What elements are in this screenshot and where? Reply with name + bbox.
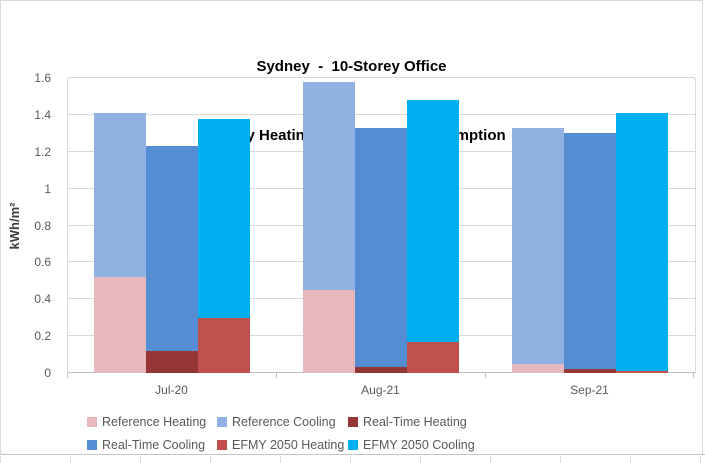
legend-label: EFMY 2050 Heating [232, 437, 345, 452]
plot-area [67, 77, 696, 373]
legend-item-reference-heating: Reference Heating [87, 415, 217, 429]
bar-jul-20-2 [198, 78, 250, 373]
legend-label: EFMY 2050 Cooling [363, 437, 475, 452]
bar-group-aug-21 [277, 78, 486, 373]
legend-label: Reference Cooling [232, 414, 336, 429]
bar-group-jul-20 [68, 78, 277, 373]
x-axis-label-jul-20: Jul-20 [155, 383, 188, 397]
bar-segment-real-time-heating-jul-20 [146, 350, 198, 373]
y-tick-label: 0.8 [34, 218, 51, 233]
y-tick-label: 0 [44, 366, 51, 380]
y-tick-label: 1 [44, 181, 51, 196]
legend-item-real-time-heating: Real-Time Heating [348, 415, 498, 429]
y-tick-label: 1.6 [34, 71, 51, 85]
legend-item-real-time-cooling: Real-Time Cooling [87, 438, 217, 452]
bar-segment-reference-cooling-aug-21 [303, 81, 355, 291]
legend-swatch-icon [217, 416, 227, 427]
legend-item-efmy-2050-heating: EFMY 2050 Heating [217, 438, 348, 452]
legend-label: Real-Time Cooling [102, 437, 206, 452]
bar-segment-real-time-heating-sep-21 [564, 369, 616, 373]
x-axis-tick-mark [485, 373, 486, 378]
legend-item-efmy-2050-cooling: EFMY 2050 Cooling [348, 438, 498, 452]
bar-group-sep-21 [486, 78, 695, 373]
bar-segment-efmy-2050-heating-sep-21 [616, 371, 668, 373]
bar-segment-reference-heating-jul-20 [94, 277, 146, 373]
bar-segment-reference-cooling-sep-21 [512, 127, 564, 364]
bar-jul-20-1 [146, 78, 198, 373]
bar-aug-21-0 [303, 78, 355, 373]
y-tick-label: 1.4 [34, 107, 51, 122]
chart-legend: Reference Heating Reference Cooling Real-T… [87, 410, 498, 456]
y-tick-label: 0.2 [34, 329, 51, 344]
bar-aug-21-1 [355, 78, 407, 373]
bar-aug-21-2 [407, 78, 459, 373]
bar-segment-real-time-cooling-jul-20 [146, 146, 198, 351]
x-axis-labels: Jul-20 Aug-21 Sep-21 [67, 383, 694, 399]
bar-sep-21-2 [616, 78, 668, 373]
legend-item-reference-cooling: Reference Cooling [217, 415, 348, 429]
worksheet-cell-border [210, 456, 211, 463]
y-tick-label: 0.4 [34, 292, 51, 307]
legend-swatch-icon [87, 416, 97, 427]
worksheet-cell-border [70, 456, 71, 463]
x-axis-tick-mark [693, 373, 694, 378]
worksheet-strip [0, 454, 705, 463]
y-tick-label: 1.2 [34, 144, 51, 159]
x-axis-tick-marks [67, 373, 694, 378]
x-axis-tick-mark [67, 373, 68, 378]
gridline [68, 113, 695, 115]
y-tick-label: 0.6 [34, 255, 51, 270]
bar-segment-efmy-2050-heating-aug-21 [407, 341, 459, 373]
bar-segment-reference-heating-aug-21 [303, 290, 355, 373]
bar-segment-real-time-heating-aug-21 [355, 367, 407, 373]
bar-segment-efmy-2050-cooling-aug-21 [407, 100, 459, 342]
gridline [68, 77, 695, 78]
bar-segment-reference-heating-sep-21 [512, 363, 564, 373]
legend-swatch-icon [348, 416, 358, 427]
bar-segment-efmy-2050-cooling-sep-21 [616, 113, 668, 372]
worksheet-cell-border [350, 456, 351, 463]
x-axis-label-sep-21: Sep-21 [570, 383, 609, 397]
bar-segment-efmy-2050-cooling-jul-20 [198, 118, 250, 318]
worksheet-cell-border [140, 456, 141, 463]
legend-label: Real-Time Heating [363, 414, 467, 429]
worksheet-cell-border [490, 456, 491, 463]
chart: Sydney - 10-Storey Office Monthly Heatin… [0, 0, 703, 454]
bar-jul-20-0 [94, 78, 146, 373]
x-axis-label-aug-21: Aug-21 [361, 383, 400, 397]
bar-segment-real-time-cooling-aug-21 [355, 127, 407, 368]
bar-segment-reference-cooling-jul-20 [94, 113, 146, 278]
worksheet-cell-border [280, 456, 281, 463]
worksheet-cell-border [700, 456, 701, 463]
worksheet-cell-border [630, 456, 631, 463]
bar-sep-21-0 [512, 78, 564, 373]
bar-segment-real-time-cooling-sep-21 [564, 133, 616, 370]
bar-segment-efmy-2050-heating-jul-20 [198, 317, 250, 373]
worksheet-cell-border [420, 456, 421, 463]
legend-swatch-icon [348, 439, 358, 450]
bar-sep-21-1 [564, 78, 616, 373]
legend-label: Reference Heating [102, 414, 207, 429]
legend-swatch-icon [87, 439, 97, 450]
x-axis-tick-mark [276, 373, 277, 378]
worksheet-cell-border [0, 456, 1, 463]
legend-swatch-icon [217, 439, 227, 450]
chart-title-line1: Sydney - 10-Storey Office [256, 58, 447, 75]
worksheet-cell-border [560, 456, 561, 463]
y-axis-tick-labels: 0 0.2 0.4 0.6 0.8 1 1.2 1.4 1.6 [1, 72, 59, 379]
